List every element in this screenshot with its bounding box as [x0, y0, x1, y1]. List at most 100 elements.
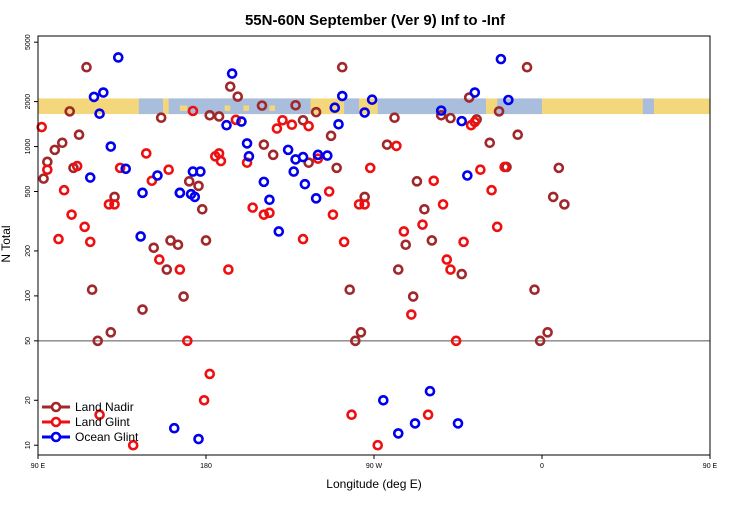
data-point	[391, 140, 402, 152]
data-point	[120, 163, 132, 175]
y-tick-label: 1000	[25, 139, 32, 155]
data-point	[105, 141, 117, 152]
data-point	[98, 87, 109, 98]
y-tick-label: 50	[25, 337, 32, 345]
data-point	[344, 284, 356, 296]
y-tick-label: 10	[25, 441, 32, 449]
data-point	[185, 188, 197, 200]
data-point	[195, 166, 206, 177]
data-point	[462, 170, 473, 181]
data-point	[299, 178, 311, 190]
data-point	[400, 239, 412, 251]
ocean-band-segment	[642, 98, 654, 115]
data-point	[165, 235, 176, 246]
data-point	[366, 94, 378, 105]
data-point	[264, 207, 275, 219]
data-point	[64, 106, 76, 117]
series-ocean-glint	[84, 52, 514, 445]
data-point	[42, 164, 53, 175]
data-point	[486, 184, 497, 196]
data-point	[198, 394, 210, 406]
data-point	[286, 119, 298, 131]
data-point	[441, 254, 453, 265]
data-point	[94, 108, 105, 119]
data-point	[140, 148, 152, 159]
data-point	[215, 155, 227, 167]
data-point	[232, 91, 244, 102]
data-point	[58, 184, 70, 196]
y-tick-label: 2000	[25, 94, 32, 110]
data-point	[224, 81, 236, 92]
data-point	[426, 235, 438, 246]
data-point	[277, 114, 288, 126]
data-point	[333, 118, 344, 130]
data-point	[193, 433, 204, 445]
data-point	[303, 120, 314, 132]
data-point	[359, 107, 370, 118]
y-tick-label: 5000	[25, 34, 32, 50]
data-point	[178, 291, 189, 302]
data-point	[258, 209, 270, 220]
chart-title: 55N-60N September (Ver 9) Inf to -Inf	[245, 12, 506, 29]
ocean-band-segment	[377, 98, 486, 115]
data-point	[322, 150, 333, 161]
data-point	[346, 409, 357, 421]
data-point	[422, 409, 434, 421]
data-point	[331, 162, 342, 174]
land-band-island	[269, 105, 276, 111]
data-point	[114, 162, 126, 174]
data-point	[336, 61, 348, 73]
land-band-island	[179, 105, 188, 111]
data-point	[152, 170, 163, 181]
legend-label: Ocean Glint	[75, 430, 139, 444]
legend-item: Land Glint	[42, 415, 130, 429]
x-axis-label: Longitude (deg E)	[326, 477, 421, 491]
data-point	[94, 409, 105, 421]
data-point	[491, 221, 503, 233]
data-point	[221, 119, 232, 131]
data-point	[458, 236, 469, 248]
x-tick-label: 180	[200, 463, 212, 470]
data-point	[484, 137, 496, 149]
y-axis-label: N Total	[0, 225, 13, 262]
data-point	[73, 129, 85, 141]
x-tick-label: 90 E	[31, 463, 46, 470]
data-point	[92, 335, 104, 347]
data-point	[559, 199, 570, 210]
land-ocean-band	[38, 98, 710, 115]
data-point	[271, 123, 283, 134]
data-point	[38, 173, 49, 184]
data-point	[310, 106, 322, 118]
data-point	[547, 191, 559, 203]
data-point	[456, 115, 468, 127]
data-point	[411, 176, 423, 187]
data-point	[204, 109, 216, 121]
data-point	[417, 219, 428, 230]
data-point	[174, 187, 186, 199]
data-point	[105, 327, 117, 338]
data-point	[372, 439, 384, 451]
data-point	[81, 61, 92, 73]
data-point	[392, 264, 404, 275]
data-point	[247, 202, 258, 213]
ocean-band-segment	[138, 98, 164, 115]
data-point	[398, 226, 410, 237]
data-point	[336, 90, 348, 102]
data-point	[213, 111, 225, 122]
data-point	[323, 186, 335, 197]
data-point	[223, 264, 234, 275]
data-point	[406, 309, 417, 320]
data-point	[200, 235, 212, 246]
data-point	[325, 130, 337, 142]
data-point	[392, 428, 404, 439]
legend-marker	[50, 416, 62, 428]
ocean-band-segment	[497, 98, 542, 115]
data-point	[493, 106, 505, 117]
data-point	[378, 394, 389, 406]
data-point	[187, 105, 199, 117]
data-point	[193, 180, 204, 192]
data-point	[350, 335, 361, 347]
data-point	[424, 385, 436, 397]
data-point	[146, 175, 158, 187]
